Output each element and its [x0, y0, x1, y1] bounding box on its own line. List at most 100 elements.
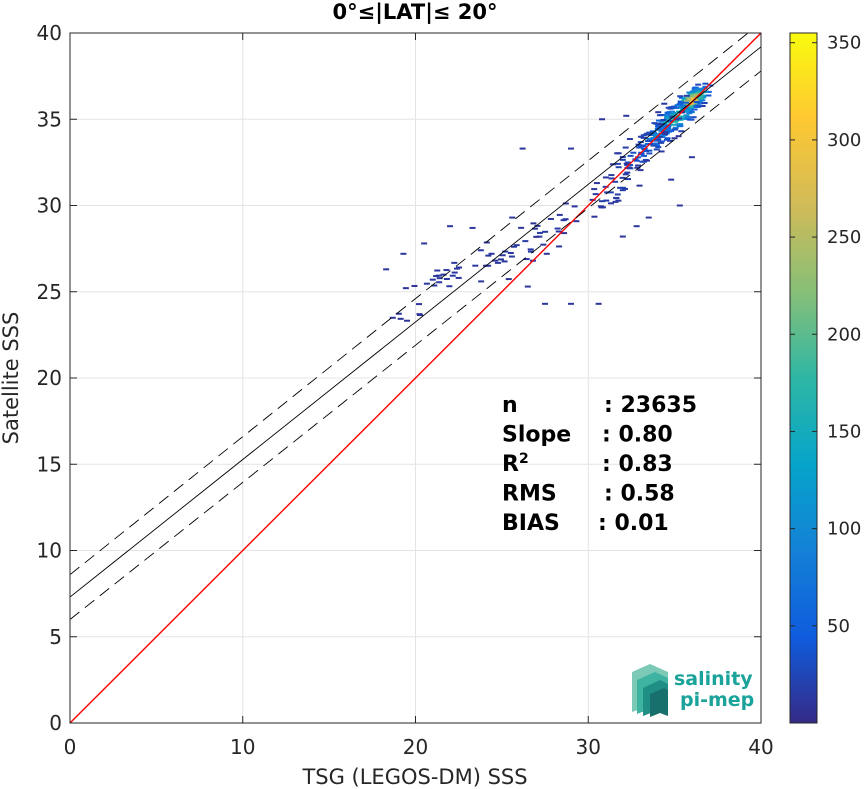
density-point-487 — [519, 147, 526, 150]
density-point-469 — [433, 275, 440, 278]
density-point-318 — [640, 134, 647, 137]
density-point-430 — [498, 258, 505, 261]
density-point-471 — [400, 252, 407, 255]
density-point-179 — [693, 105, 700, 108]
density-point-118 — [687, 105, 694, 108]
density-point-145 — [693, 93, 700, 96]
statistics-box: n: 23635 Slope: 0.80 R2: 0.83 RMS: 0.58 BIAS… — [502, 393, 697, 536]
density-point-455 — [449, 274, 456, 277]
density-point-198 — [683, 101, 690, 104]
density-point-452 — [451, 261, 458, 264]
density-point-456 — [453, 267, 460, 270]
density-point-468 — [416, 313, 423, 316]
density-point-300 — [654, 137, 661, 140]
density-point-255 — [663, 117, 670, 120]
density-point-425 — [536, 231, 543, 234]
stat-value-0: : 23635 — [604, 393, 697, 418]
y-tick-label-2: 10 — [37, 539, 62, 563]
density-point-446 — [492, 259, 499, 262]
density-point-405 — [531, 227, 538, 230]
density-point-152 — [655, 119, 662, 122]
density-point-107 — [694, 98, 701, 101]
density-point-28 — [702, 85, 709, 88]
density-point-481 — [567, 302, 574, 305]
stat-value-4: : 0.01 — [598, 511, 669, 536]
density-point-211 — [691, 108, 698, 111]
density-point-307 — [657, 128, 664, 131]
density-point-386 — [612, 180, 619, 183]
chart-title: 0°≤|LAT|≤ 20° — [332, 0, 497, 25]
density-point-444 — [485, 254, 492, 257]
density-point-440 — [416, 303, 423, 306]
density-point-417 — [527, 250, 534, 253]
density-point-454 — [397, 317, 404, 320]
density-point-286 — [672, 128, 679, 131]
density-point-421 — [555, 230, 562, 233]
logo-line-1: salinity — [674, 668, 753, 690]
regression-upper-line — [70, 33, 749, 576]
density-point-115 — [689, 90, 696, 93]
density-point-137 — [699, 99, 706, 102]
density-point-484 — [543, 252, 550, 255]
density-point-172 — [677, 101, 684, 104]
density-point-433 — [501, 260, 508, 263]
density-point-227 — [679, 115, 686, 118]
x-axis-ticks: 0 10 20 30 40 — [64, 33, 774, 759]
density-point-491 — [676, 204, 683, 207]
density-point-348 — [627, 154, 634, 157]
density-point-314 — [668, 130, 675, 133]
density-point-376 — [592, 193, 599, 196]
density-point-349 — [637, 135, 644, 138]
density-point-387 — [634, 166, 641, 169]
density-point-321 — [626, 138, 633, 141]
density-point-347 — [646, 132, 653, 135]
density-point-345 — [655, 138, 662, 141]
density-point-126 — [697, 102, 704, 105]
x-tick-label-0: 0 — [64, 735, 77, 759]
density-point-196 — [678, 130, 685, 133]
density-point-337 — [640, 136, 647, 139]
density-point-396 — [598, 200, 605, 203]
density-point-320 — [662, 133, 669, 136]
density-point-140 — [695, 87, 702, 90]
density-point-432 — [589, 198, 596, 201]
density-point-461 — [395, 312, 402, 315]
density-point-266 — [666, 139, 673, 142]
colorbar-tick-label-6: 350 — [827, 33, 861, 54]
density-point-428 — [542, 230, 549, 233]
density-point-466 — [440, 273, 447, 276]
density-point-384 — [614, 193, 621, 196]
density-point-201 — [655, 111, 662, 114]
density-point-377 — [604, 191, 611, 194]
density-point-148 — [691, 99, 698, 102]
density-point-464 — [431, 284, 438, 287]
density-point-335 — [624, 164, 631, 167]
density-point-472 — [421, 242, 428, 245]
density-point-409 — [554, 227, 561, 230]
density-point-322 — [653, 148, 660, 151]
density-point-336 — [638, 152, 645, 155]
density-point-287 — [669, 115, 676, 118]
density-point-195 — [667, 121, 674, 124]
density-point-435 — [533, 235, 540, 238]
y-axis-label: Satellite SSS — [0, 312, 23, 445]
density-point-282 — [655, 146, 662, 149]
y-tick-label-7: 35 — [37, 107, 62, 131]
density-point-340 — [658, 123, 665, 126]
density-point-494 — [643, 159, 650, 162]
density-point-473 — [447, 225, 454, 228]
density-point-434 — [527, 248, 534, 251]
salinity-pimep-logo: salinity pi-mep — [632, 664, 754, 717]
density-point-333 — [624, 161, 631, 164]
density-point-476 — [429, 278, 436, 281]
density-point-449 — [446, 285, 453, 288]
density-point-74 — [701, 87, 708, 90]
density-point-413 — [513, 244, 520, 247]
colorbar — [789, 32, 818, 724]
density-point-265 — [675, 135, 682, 138]
colorbar-tick-label-1: 100 — [827, 519, 861, 540]
stat-value-2: : 0.83 — [602, 452, 673, 477]
density-point-407 — [534, 224, 541, 227]
density-point-163 — [683, 94, 690, 97]
density-point-190 — [658, 114, 665, 117]
